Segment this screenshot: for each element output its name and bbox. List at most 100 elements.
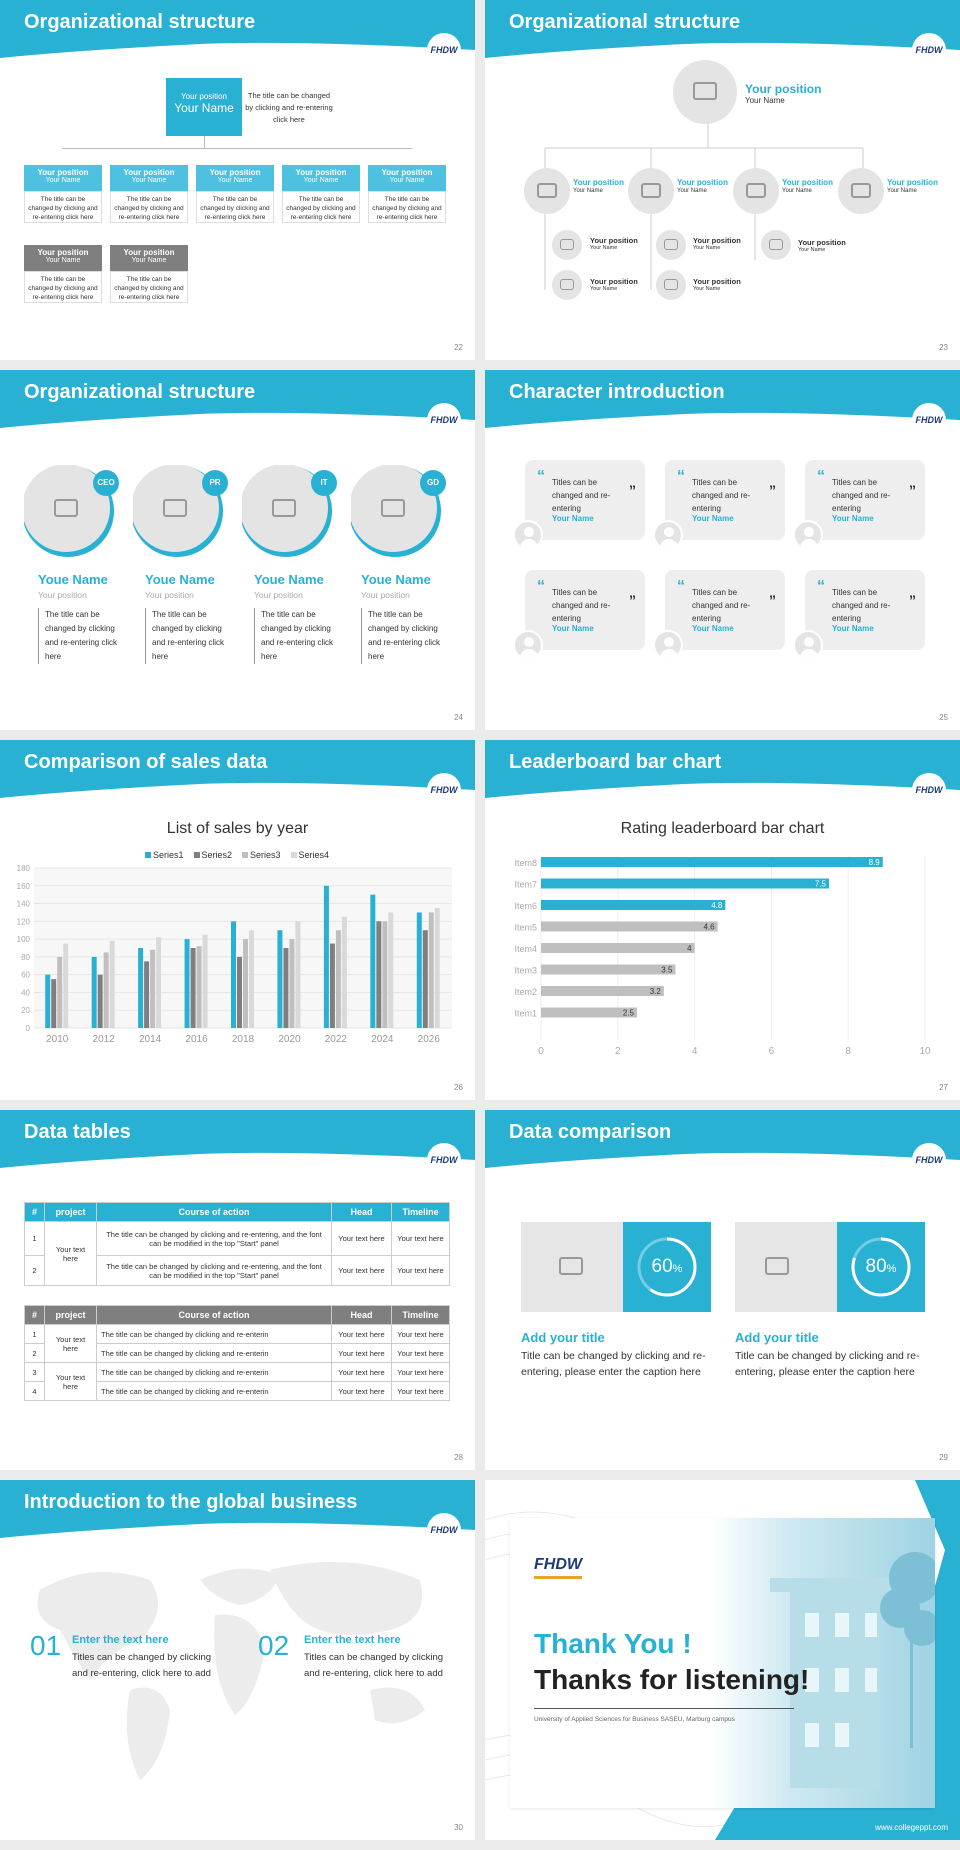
slide-27[interactable]: Leaderboard bar chart FHDW Rating leader… xyxy=(485,740,960,1100)
bar xyxy=(237,956,242,1028)
legend-label: Series3 xyxy=(250,850,281,860)
bar xyxy=(249,930,254,1028)
logo: FHDW xyxy=(912,1143,946,1177)
org-top-box: Your position Your Name xyxy=(166,78,242,136)
quote-bubble xyxy=(525,460,645,540)
closing-subtitle: University of Applied Sciences for Busin… xyxy=(534,1716,735,1723)
slide-31-closing[interactable]: FHDW Thank You ! Thanks for listening! U… xyxy=(485,1480,960,1840)
slide-title: Comparison of sales data xyxy=(24,751,268,773)
page-number: 22 xyxy=(454,343,463,352)
data-table-grey: # project Course of action Head Timeline… xyxy=(24,1305,450,1401)
slide-28[interactable]: Data tables FHDW # project Course of act… xyxy=(0,1110,475,1470)
page-number: 26 xyxy=(454,1083,463,1092)
name: Your Name xyxy=(174,101,234,115)
slide-title: Organizational structure xyxy=(24,11,256,33)
quote-bubble xyxy=(665,460,785,540)
org-box: Your position Your Name The title can be … xyxy=(110,165,188,223)
user-avatar-icon xyxy=(513,520,543,550)
slide-30[interactable]: Introduction to the global business FHDW… xyxy=(0,1480,475,1840)
slide-22[interactable]: Organizational structure FHDW Your posit… xyxy=(0,0,475,360)
world-map-bg xyxy=(37,1562,425,1780)
y-tick-label: 120 xyxy=(17,917,31,926)
sub-name: Your Name xyxy=(798,247,826,253)
bar xyxy=(196,946,202,1028)
logo: FHDW xyxy=(427,33,461,67)
slide-29[interactable]: Data comparison FHDW 60% Add your title … xyxy=(485,1110,960,1470)
table-row: 2 The title can be changed by clicking a… xyxy=(24,1343,450,1363)
x-tick-label: 2024 xyxy=(371,1034,394,1045)
position: Your position xyxy=(123,248,175,257)
bar xyxy=(416,912,422,1028)
x-tick-label: 2018 xyxy=(232,1034,255,1045)
person-name: Youe Name xyxy=(361,572,431,587)
sub-name: Your Name xyxy=(693,245,721,251)
avatar-ring xyxy=(240,464,337,557)
category-label: Item1 xyxy=(514,1009,537,1019)
slide-header: Organizational structure FHDW xyxy=(0,0,475,70)
avatar-top xyxy=(673,60,737,124)
slide-26[interactable]: Comparison of sales data FHDW List of sa… xyxy=(0,740,475,1100)
mid-name: Your Name xyxy=(677,188,707,194)
website-url[interactable]: www.collegeppt.com xyxy=(875,1823,948,1832)
slide-header: Data comparison FHDW xyxy=(485,1110,960,1180)
y-tick-label: 80 xyxy=(21,953,30,962)
image-placeholder-icon xyxy=(560,239,574,250)
slide-25[interactable]: Character introduction FHDW “ Titles can… xyxy=(485,370,960,730)
slide-header: Introduction to the global business FHDW xyxy=(0,1480,475,1550)
quote-card: “ Titles can be changed and re-entering … xyxy=(513,570,655,670)
cell: Your text here xyxy=(331,1324,392,1344)
compare-card: 60% xyxy=(521,1222,711,1312)
name: Your Name xyxy=(389,177,425,184)
bar xyxy=(541,921,718,932)
slide-23[interactable]: Organizational structure FHDW Your posit… xyxy=(485,0,960,360)
y-tick-label: 20 xyxy=(21,1006,30,1015)
table-header: # project Course of action Head Timeline xyxy=(24,1202,450,1222)
x-tick-label: 4 xyxy=(692,1046,698,1057)
cell: Your text here xyxy=(44,1221,97,1286)
person-card: CEO Youe Name Your position The title ca… xyxy=(22,464,124,695)
legend-label: Series1 xyxy=(153,850,184,860)
slide-header: Comparison of sales data FHDW xyxy=(0,740,475,810)
slide-24[interactable]: Organizational structure FHDW CEO Youe N… xyxy=(0,370,475,730)
category-label: Item7 xyxy=(514,880,537,890)
role-tag: PR xyxy=(209,478,221,487)
open-quote-icon: “ xyxy=(677,468,685,485)
person-position: Your position xyxy=(145,590,194,600)
bar xyxy=(541,943,695,953)
col-header: Head xyxy=(331,1305,392,1325)
bar xyxy=(289,939,295,1028)
cell: Your text here xyxy=(331,1362,392,1382)
y-tick-label: 100 xyxy=(17,935,31,944)
bar xyxy=(295,921,301,1028)
quote-bubble xyxy=(665,570,785,650)
leaderboard-chart: 0 2 4 6 8 10 Item8 8.9 Item7 7.5 Item6 4.8 Item5 4.6 I… xyxy=(514,856,931,1057)
slide-header: Organizational structure FHDW xyxy=(485,0,960,70)
bar xyxy=(51,979,57,1028)
avatar-ring xyxy=(22,464,119,557)
desc: The title can be changed by clicking and… xyxy=(282,191,360,223)
table-row: 1 Your text here The title can be change… xyxy=(24,1221,450,1286)
percent-ring xyxy=(637,1237,697,1297)
thanks-for-listening: Thanks for listening! xyxy=(534,1664,810,1695)
sub-name: Your Name xyxy=(590,245,618,251)
image-placeholder-icon xyxy=(664,279,678,290)
bar xyxy=(91,956,97,1028)
x-tick-label: 2010 xyxy=(46,1034,69,1045)
quote-text: Titles can be changed and re-entering xyxy=(832,588,891,623)
mid-pos: Your position xyxy=(887,178,938,187)
logo: FHDW xyxy=(912,33,946,67)
position: Your position xyxy=(209,168,261,177)
bar xyxy=(63,943,69,1028)
page-number: 24 xyxy=(454,713,463,722)
avatar-sub xyxy=(656,270,686,300)
cell: Your text here xyxy=(391,1362,450,1382)
logo: FHDW xyxy=(427,1143,461,1177)
org-box: Your position Your Name The title can be … xyxy=(196,165,274,223)
avatar-mid xyxy=(628,168,674,214)
open-quote-icon: “ xyxy=(817,468,825,485)
quote-name: Your Name xyxy=(552,514,594,523)
slide-title: Introduction to the global business xyxy=(24,1491,358,1513)
image-placeholder-icon xyxy=(746,183,766,198)
category-label: Item2 xyxy=(514,987,537,997)
position: Your position xyxy=(37,168,89,177)
